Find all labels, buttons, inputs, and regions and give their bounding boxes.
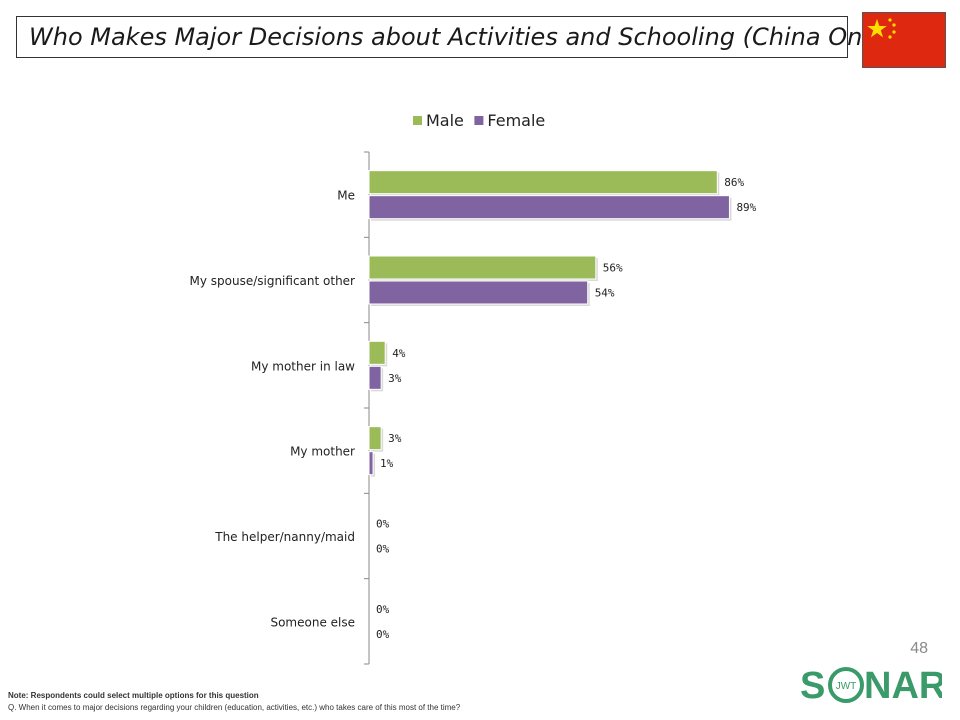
female-legend-label: Female — [487, 111, 545, 130]
female-bar — [368, 365, 382, 390]
footnote-note: Note: Respondents could select multiple … — [8, 691, 259, 700]
category-label: Someone else — [270, 615, 355, 629]
male-bar — [368, 255, 597, 280]
logo-text-left: S — [800, 665, 825, 707]
male-data-label: 3% — [388, 432, 402, 445]
male-bar — [368, 170, 718, 195]
china-flag-icon — [862, 12, 946, 68]
logo-ring-text: JWT — [836, 681, 857, 692]
male-data-label: 56% — [603, 262, 623, 275]
male-data-label: 0% — [376, 518, 390, 531]
female-bar — [368, 451, 374, 476]
male-data-label: 86% — [724, 176, 744, 189]
female-data-label: 0% — [376, 628, 390, 641]
category-label: My mother — [290, 445, 355, 459]
footnote: Note: Respondents could select multiple … — [8, 690, 460, 714]
male-bar — [368, 340, 386, 365]
page-number: 48 — [910, 640, 928, 657]
category-label: My spouse/significant other — [189, 274, 355, 288]
female-legend-swatch — [474, 116, 484, 125]
male-data-label: 0% — [376, 603, 390, 616]
title-box: Who Makes Major Decisions about Activiti… — [16, 16, 893, 58]
female-data-label: 3% — [388, 372, 402, 385]
female-bar — [368, 280, 589, 305]
male-data-label: 4% — [392, 347, 406, 360]
female-data-label: 1% — [380, 457, 394, 470]
female-bar — [368, 195, 730, 220]
male-legend-label: Male — [426, 111, 464, 130]
footnote-question: Q. When it comes to major decisions rega… — [8, 703, 461, 712]
male-legend-swatch — [413, 116, 422, 125]
bar-chart: Me 86% 89% My spouse/significant other 56% 54… — [189, 111, 757, 665]
sonar-logo: S JWT NAR — [798, 660, 946, 708]
logo-text-right: NAR — [864, 665, 942, 707]
female-data-label: 0% — [376, 543, 390, 556]
category-label: Me — [337, 189, 355, 203]
page-title: Who Makes Major Decisions about Activiti… — [29, 23, 893, 51]
male-bar — [368, 426, 382, 451]
female-data-label: 54% — [595, 287, 615, 300]
category-label: My mother in law — [251, 359, 355, 373]
category-label: The helper/nanny/maid — [214, 530, 355, 544]
female-data-label: 89% — [736, 201, 756, 214]
